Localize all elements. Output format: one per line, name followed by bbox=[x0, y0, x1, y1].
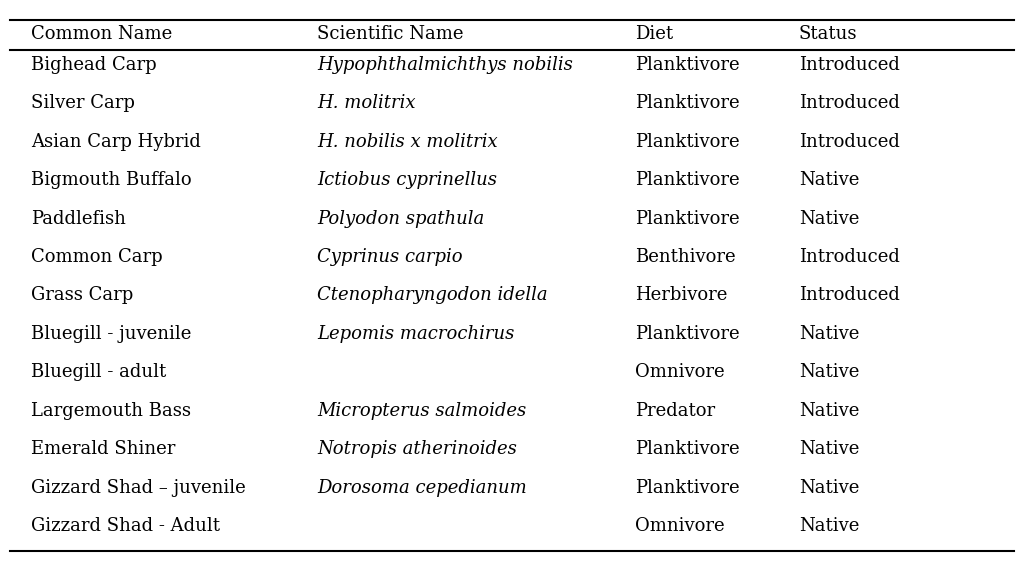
Text: Emerald Shiner: Emerald Shiner bbox=[31, 440, 175, 458]
Text: Status: Status bbox=[799, 25, 857, 43]
Text: Native: Native bbox=[799, 171, 859, 189]
Text: Lepomis macrochirus: Lepomis macrochirus bbox=[317, 325, 515, 343]
Text: Bighead Carp: Bighead Carp bbox=[31, 56, 157, 74]
Text: Introduced: Introduced bbox=[799, 94, 900, 112]
Text: Grass Carp: Grass Carp bbox=[31, 286, 133, 305]
Text: Gizzard Shad – juvenile: Gizzard Shad – juvenile bbox=[31, 479, 246, 497]
Text: Native: Native bbox=[799, 325, 859, 343]
Text: Bluegill - adult: Bluegill - adult bbox=[31, 363, 166, 381]
Text: Introduced: Introduced bbox=[799, 56, 900, 74]
Text: Introduced: Introduced bbox=[799, 286, 900, 305]
Text: Largemouth Bass: Largemouth Bass bbox=[31, 402, 190, 420]
Text: Introduced: Introduced bbox=[799, 133, 900, 151]
Text: Hypophthalmichthys nobilis: Hypophthalmichthys nobilis bbox=[317, 56, 573, 74]
Text: Scientific Name: Scientific Name bbox=[317, 25, 464, 43]
Text: Native: Native bbox=[799, 479, 859, 497]
Text: Common Name: Common Name bbox=[31, 25, 172, 43]
Text: Native: Native bbox=[799, 363, 859, 381]
Text: Bluegill - juvenile: Bluegill - juvenile bbox=[31, 325, 191, 343]
Text: Planktivore: Planktivore bbox=[635, 210, 739, 228]
Text: Polyodon spathula: Polyodon spathula bbox=[317, 210, 484, 228]
Text: Cyprinus carpio: Cyprinus carpio bbox=[317, 248, 463, 266]
Text: Predator: Predator bbox=[635, 402, 715, 420]
Text: Planktivore: Planktivore bbox=[635, 56, 739, 74]
Text: Native: Native bbox=[799, 440, 859, 458]
Text: Bigmouth Buffalo: Bigmouth Buffalo bbox=[31, 171, 191, 189]
Text: Native: Native bbox=[799, 402, 859, 420]
Text: H. nobilis x molitrix: H. nobilis x molitrix bbox=[317, 133, 498, 151]
Text: Common Carp: Common Carp bbox=[31, 248, 163, 266]
Text: Planktivore: Planktivore bbox=[635, 479, 739, 497]
Text: Planktivore: Planktivore bbox=[635, 325, 739, 343]
Text: Silver Carp: Silver Carp bbox=[31, 94, 134, 112]
Text: Native: Native bbox=[799, 517, 859, 535]
Text: Diet: Diet bbox=[635, 25, 673, 43]
Text: Planktivore: Planktivore bbox=[635, 440, 739, 458]
Text: Planktivore: Planktivore bbox=[635, 133, 739, 151]
Text: Micropterus salmoides: Micropterus salmoides bbox=[317, 402, 526, 420]
Text: Planktivore: Planktivore bbox=[635, 94, 739, 112]
Text: Omnivore: Omnivore bbox=[635, 517, 725, 535]
Text: Benthivore: Benthivore bbox=[635, 248, 735, 266]
Text: Notropis atherinoides: Notropis atherinoides bbox=[317, 440, 517, 458]
Text: Ictiobus cyprinellus: Ictiobus cyprinellus bbox=[317, 171, 498, 189]
Text: Omnivore: Omnivore bbox=[635, 363, 725, 381]
Text: Paddlefish: Paddlefish bbox=[31, 210, 126, 228]
Text: Ctenopharyngodon idella: Ctenopharyngodon idella bbox=[317, 286, 548, 305]
Text: Dorosoma cepedianum: Dorosoma cepedianum bbox=[317, 479, 527, 497]
Text: Planktivore: Planktivore bbox=[635, 171, 739, 189]
Text: Asian Carp Hybrid: Asian Carp Hybrid bbox=[31, 133, 201, 151]
Text: Herbivore: Herbivore bbox=[635, 286, 727, 305]
Text: Gizzard Shad - Adult: Gizzard Shad - Adult bbox=[31, 517, 220, 535]
Text: Native: Native bbox=[799, 210, 859, 228]
Text: Introduced: Introduced bbox=[799, 248, 900, 266]
Text: H. molitrix: H. molitrix bbox=[317, 94, 416, 112]
